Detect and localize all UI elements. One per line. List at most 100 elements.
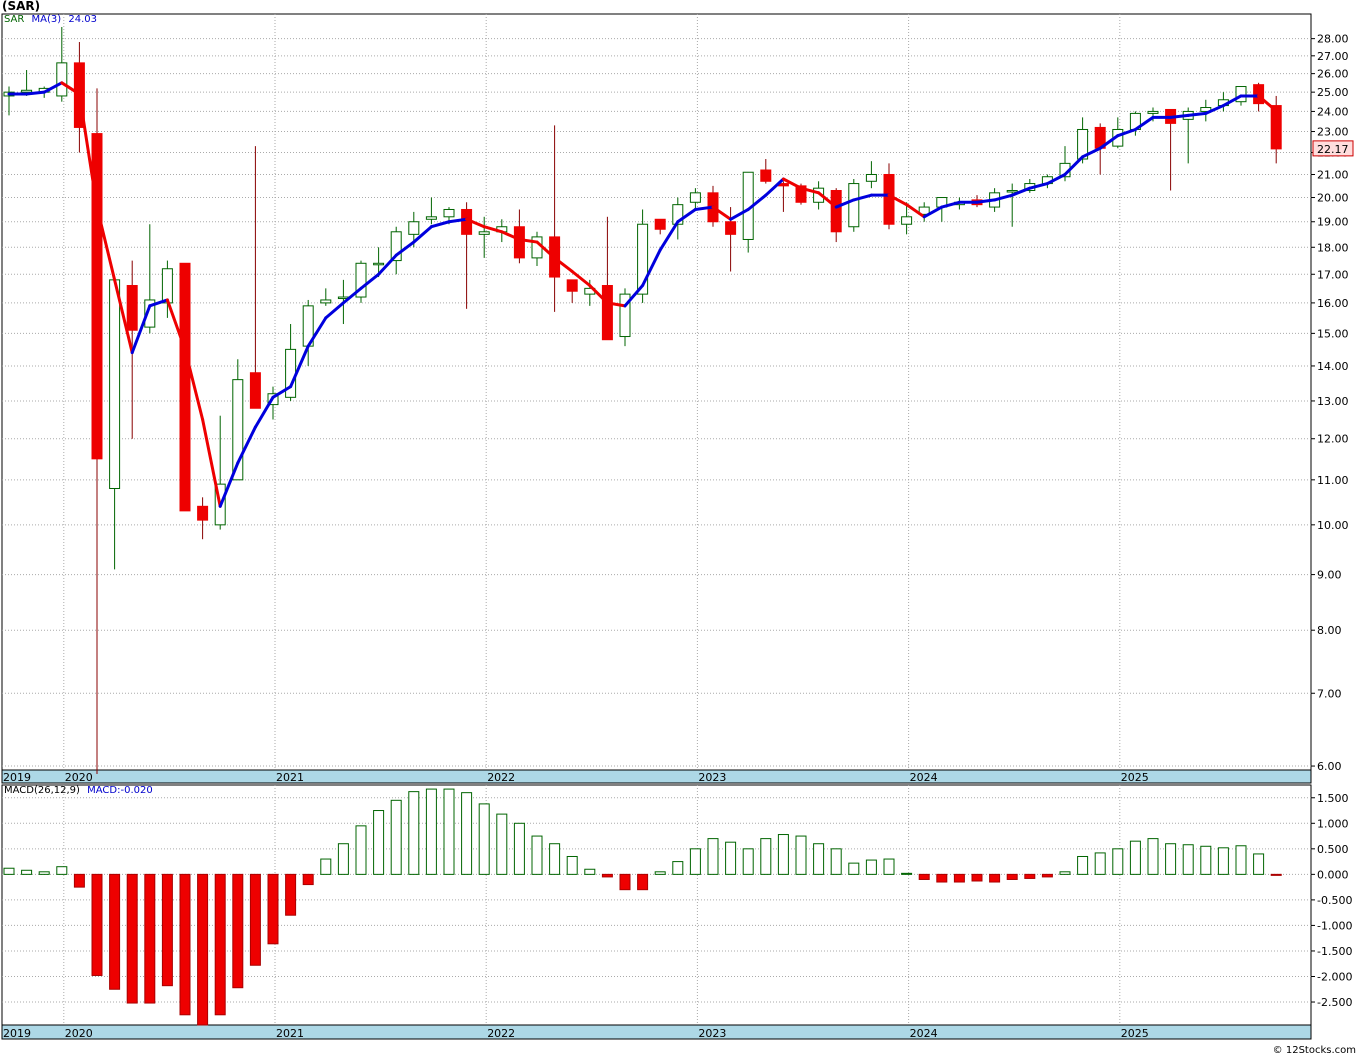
ma-segment [201,417,222,508]
ma-segment [359,272,381,290]
ma-segment [993,193,1014,202]
candle [249,146,261,409]
macd-bar [461,792,473,875]
y-tick-label: 24.00 [1317,105,1349,118]
candle-body [1006,189,1018,193]
candle [478,216,490,258]
macd-bar [355,825,367,875]
macd-bar [320,858,332,875]
x-tick-label: 2023 [698,771,726,784]
ma-segment [482,225,504,234]
ma-segment [588,284,609,305]
candle [760,159,772,184]
macd-bar [373,810,385,875]
candle [865,161,877,189]
macd-bar [91,873,103,976]
y-tick-label: 11.00 [1317,474,1349,487]
ma-segment [165,298,187,351]
ma-segment [1257,94,1278,113]
axes: 2019 2019 2020 2020 2021 2021 2022 2022 2023 2023… [3,33,1354,1040]
y-tick-label: 12.00 [1317,433,1349,446]
y-tick-label: 9.00 [1317,569,1342,582]
candle-body [408,221,420,235]
macd-bar [1077,855,1089,875]
ma-segment [183,347,205,421]
macd-bar [1024,873,1036,879]
y-tick-label: 20.00 [1317,192,1349,205]
macd-bar [1147,838,1159,875]
macd-bar [566,855,578,875]
macd-bar [1094,852,1106,875]
y-tick-label: 0.000 [1317,868,1349,881]
candle [1270,95,1282,164]
site-credit: © 12Stocks.com [1272,1045,1356,1056]
macd-label: MACD(26,12,9) [4,785,80,796]
ma-segment [658,220,680,252]
ma-segment [817,191,838,209]
x-tick-label: 2021 [276,1027,304,1040]
ma-segment [693,205,715,211]
macd-bar [725,841,737,875]
macd-bar [1235,845,1247,875]
candle [56,26,68,102]
y-tick-label: 0.500 [1317,843,1349,856]
candle [901,202,913,235]
macd-bar [918,873,930,880]
candle-body [865,173,877,182]
ma-segment [905,203,926,219]
candle-body [443,208,455,218]
ma-segment [729,207,750,221]
ma-segment [517,237,539,244]
macd-bar [637,873,649,891]
y-tick-label: 19.00 [1317,216,1349,229]
candle-body [161,268,173,304]
x-tick-label: 2020 [65,1027,93,1040]
macd-bar [953,873,965,883]
macd-bar [848,862,860,875]
ma-segment [641,248,662,288]
candle [320,288,332,306]
ma-segment [834,198,856,209]
x-tick-label: 2020 [65,771,93,784]
candle [21,70,33,96]
candle [144,224,156,334]
candle-body [901,216,913,225]
candle [654,218,666,235]
macd-value: MACD:-0.020 [87,785,153,796]
y-tick-label: 13.00 [1317,395,1349,408]
ma-segment [553,256,574,273]
ma-segment [1081,146,1102,159]
candle [1200,99,1212,122]
ma-segment [1169,113,1190,119]
candle [601,216,613,341]
ma-segment [465,217,486,229]
y-tick-label: 25.00 [1317,86,1349,99]
ma-segment [236,425,257,465]
candle [848,179,860,232]
candle-body [179,262,191,512]
ma-segment [746,193,768,211]
ma-segment [412,225,433,244]
macd-bar [654,871,666,875]
macd-bar [1112,848,1124,875]
candle-body [373,262,385,266]
candle-body [355,262,367,298]
macd-bar [760,838,772,875]
macd-bar [689,848,701,875]
macd-bar [971,873,983,882]
macd-bar [390,799,402,875]
macd-bar [38,871,50,875]
ma-segment [500,230,521,241]
macd-bar [1165,843,1177,875]
ma-segment [1063,155,1085,176]
y-tick-label: -1.000 [1317,919,1352,932]
candle-body [637,223,649,295]
y-tick-label: 1.000 [1317,817,1349,830]
ma-segment [377,253,398,276]
x-tick-label: 2021 [276,771,304,784]
legend-ma-value: 24.03 [68,14,97,25]
candle-body [1147,110,1159,114]
macd-histogram [3,788,1282,1026]
ma-segment [764,177,785,197]
macd-bar [513,822,525,875]
